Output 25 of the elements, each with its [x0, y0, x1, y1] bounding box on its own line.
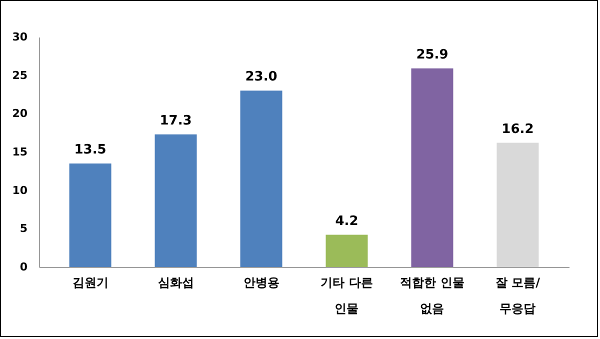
x-tick-label: 안병용 [243, 276, 280, 290]
y-tick-label: 25 [12, 68, 28, 82]
bar [69, 164, 112, 267]
y-tick-label: 5 [20, 222, 28, 236]
data-label: 25.9 [416, 47, 448, 62]
data-label: 13.5 [74, 142, 106, 158]
data-label: 23.0 [245, 70, 278, 85]
data-label: 16.2 [502, 122, 534, 137]
bar [411, 68, 454, 267]
x-tick-label: 잘 모름/무응답 [495, 276, 541, 316]
bar [240, 90, 282, 267]
x-tick-label: 적합한 인물 없음 [400, 276, 464, 316]
x-tick-label: 기타 다른 인물 [320, 276, 373, 316]
bar [154, 134, 197, 267]
data-label: 4.2 [335, 214, 358, 229]
y-tick-label: 15 [12, 146, 28, 158]
bar [496, 142, 539, 267]
y-tick-label: 10 [12, 184, 28, 197]
bar [326, 234, 368, 267]
x-tick-label: 심화섭 [158, 276, 194, 290]
y-tick-label: 0 [20, 260, 28, 274]
y-tick-label: 30 [12, 30, 28, 44]
y-tick-label: 20 [12, 107, 28, 120]
data-label: 17.3 [160, 113, 192, 128]
x-tick-label: 김원기 [72, 276, 108, 290]
